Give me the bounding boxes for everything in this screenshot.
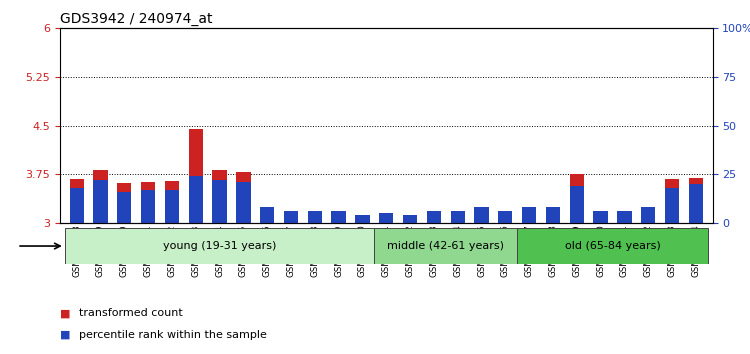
Bar	[93, 170, 108, 223]
Bar	[427, 211, 441, 223]
Bar	[117, 183, 131, 223]
Bar	[641, 209, 656, 223]
Text: old (65-84 years): old (65-84 years)	[565, 241, 660, 251]
Bar	[356, 220, 370, 223]
Text: GDS3942 / 240974_at: GDS3942 / 240974_at	[60, 12, 212, 27]
Bar	[617, 213, 632, 223]
Bar	[332, 211, 346, 223]
Bar	[546, 207, 560, 223]
Bar	[427, 213, 441, 223]
Bar	[451, 211, 465, 223]
Text: ■: ■	[60, 330, 70, 339]
Text: young (19-31 years): young (19-31 years)	[163, 241, 276, 251]
Bar	[498, 211, 512, 223]
Bar	[518, 228, 708, 264]
Text: ■: ■	[60, 308, 70, 318]
Bar	[546, 209, 560, 223]
Bar	[569, 186, 584, 223]
Bar	[451, 211, 465, 223]
Bar	[474, 207, 489, 223]
Text: transformed count: transformed count	[79, 308, 182, 318]
Bar	[374, 228, 518, 264]
Bar	[165, 190, 179, 223]
Bar	[522, 209, 536, 223]
Bar	[641, 207, 656, 223]
Bar	[617, 211, 632, 223]
Text: middle (42-61 years): middle (42-61 years)	[387, 241, 504, 251]
Text: percentile rank within the sample: percentile rank within the sample	[79, 330, 267, 339]
Bar	[284, 214, 298, 223]
Bar	[70, 188, 84, 223]
Bar	[593, 211, 608, 223]
Bar	[664, 188, 680, 223]
Bar	[64, 228, 374, 264]
Bar	[498, 211, 512, 223]
Bar	[379, 213, 394, 223]
Bar	[117, 192, 131, 223]
Bar	[688, 184, 703, 223]
Bar	[93, 180, 108, 223]
Bar	[474, 209, 489, 223]
Bar	[284, 211, 298, 223]
Bar	[308, 211, 322, 223]
Bar	[569, 175, 584, 223]
Bar	[356, 215, 370, 223]
Bar	[165, 182, 179, 223]
Bar	[188, 129, 203, 223]
Bar	[260, 207, 274, 223]
Bar	[308, 213, 322, 223]
Bar	[188, 176, 203, 223]
Bar	[403, 220, 417, 223]
Bar	[236, 172, 250, 223]
Bar	[236, 182, 250, 223]
Bar	[664, 179, 680, 223]
Bar	[332, 212, 346, 223]
Bar	[260, 209, 274, 223]
Bar	[403, 215, 417, 223]
Bar	[688, 178, 703, 223]
Bar	[141, 190, 155, 223]
Bar	[522, 207, 536, 223]
Bar	[141, 182, 155, 223]
Bar	[593, 211, 608, 223]
Bar	[212, 170, 226, 223]
Bar	[212, 180, 226, 223]
Bar	[379, 217, 394, 223]
Bar	[70, 179, 84, 223]
